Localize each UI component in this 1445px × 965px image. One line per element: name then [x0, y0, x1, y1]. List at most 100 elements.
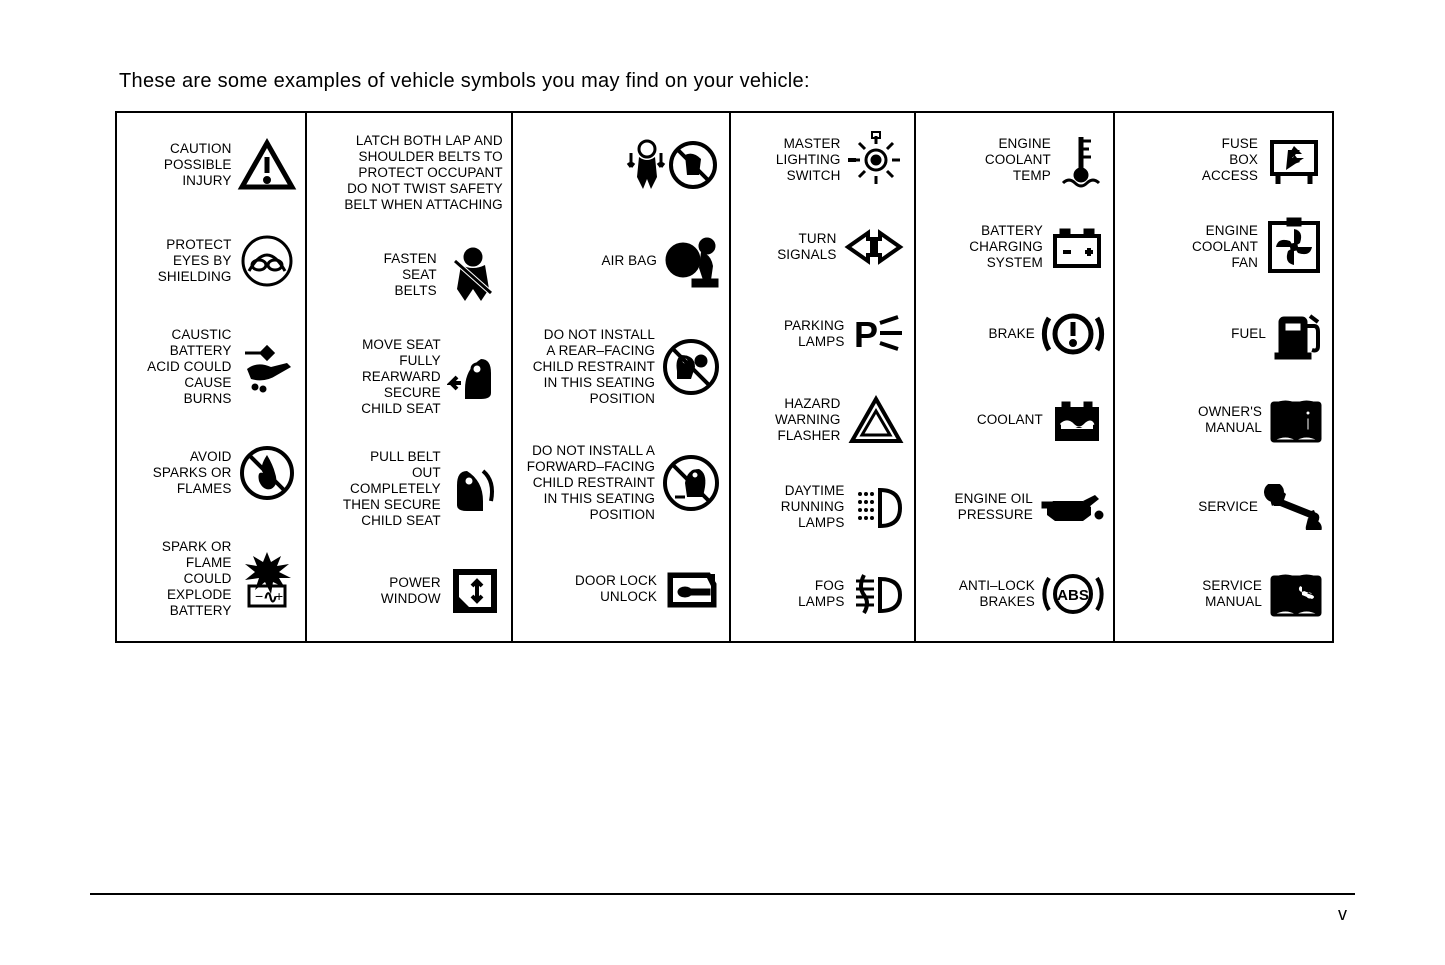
symbol-label: PARKING LAMPS	[784, 318, 844, 350]
intro-text: These are some examples of vehicle symbo…	[119, 70, 1355, 93]
symbol-label: CAUTION POSSIBLE INJURY	[164, 141, 232, 189]
symbol-cell: COOLANT	[916, 388, 1112, 452]
symbol-cell: PULL BELT OUT COMPLETELY THEN SECURE CHI…	[307, 447, 510, 531]
column-3: AIR BAG DO NOT INSTALL A REAR–FACING CHIL…	[513, 113, 731, 641]
acid-hand-icon	[237, 339, 297, 395]
symbol-cell: ANTI–LOCK BRAKES ABS	[916, 562, 1112, 626]
symbol-cell: HAZARD WARNING FLASHER	[731, 388, 914, 452]
brake-icon	[1041, 306, 1105, 362]
no-flame-icon	[237, 443, 297, 503]
symbol-label: ANTI–LOCK BRAKES	[959, 578, 1035, 610]
symbol-cell: BATTERY CHARGING SYSTEM	[916, 215, 1112, 279]
symbol-cell: CAUSTIC BATTERY ACID COULD CAUSE BURNS	[117, 325, 305, 409]
symbol-cell: FOG LAMPS	[731, 562, 914, 626]
power-window-icon	[447, 563, 503, 619]
symbol-cell: MASTER LIGHTING SWITCH	[731, 128, 914, 192]
column-5: ENGINE COOLANT TEMP BATTERY CHARGING SYST…	[916, 113, 1114, 641]
symbol-label: SPARK OR FLAME COULD EXPLODE BATTERY	[162, 539, 232, 619]
symbol-cell: SPARK OR FLAME COULD EXPLODE BATTERY−∿+	[117, 537, 305, 621]
symbol-label: PROTECT EYES BY SHIELDING	[158, 237, 232, 285]
explode-battery-icon: −∿+	[237, 548, 297, 610]
no-rear-child-icon	[661, 337, 721, 397]
symbol-label: HAZARD WARNING FLASHER	[775, 396, 840, 444]
fog-lamps-icon	[850, 569, 906, 619]
symbol-cell	[513, 133, 729, 197]
symbol-label: FUSE BOX ACCESS	[1202, 136, 1258, 184]
parking-lamps-icon: P	[850, 313, 906, 355]
coolant-icon	[1049, 395, 1105, 445]
coolant-temp-icon	[1057, 131, 1105, 189]
symbol-cell: AVOID SPARKS OR FLAMES	[117, 441, 305, 505]
seatbelt-icon	[443, 245, 503, 305]
fan-icon	[1264, 217, 1324, 277]
drl-icon	[850, 480, 906, 534]
symbol-label: FOG LAMPS	[798, 578, 844, 610]
symbol-label: DO NOT INSTALL A REAR–FACING CHILD RESTR…	[533, 327, 655, 407]
symbol-grid: CAUTION POSSIBLE INJURY PROTECT EYES BY S…	[115, 111, 1334, 643]
symbol-cell: PROTECT EYES BY SHIELDING	[117, 229, 305, 293]
svg-text:+: +	[275, 588, 283, 604]
column-2: LATCH BOTH LAP AND SHOULDER BELTS TO PRO…	[307, 113, 512, 641]
latch-twist-icon	[625, 137, 721, 193]
goggles-icon	[237, 231, 297, 291]
symbol-cell: SERVICE MANUAL	[1115, 562, 1332, 626]
symbol-cell: OWNER'S MANUAL	[1115, 388, 1332, 452]
symbol-cell: DAYTIME RUNNING LAMPS	[731, 475, 914, 539]
column-4: MASTER LIGHTING SWITCH TURN SIGNALS PARKIN…	[731, 113, 916, 641]
oil-icon	[1039, 487, 1105, 527]
svg-text:−: −	[255, 588, 263, 604]
manual-page: These are some examples of vehicle symbo…	[0, 0, 1445, 965]
symbol-label: BRAKE	[989, 326, 1035, 342]
symbol-label: TURN SIGNALS	[777, 231, 836, 263]
svg-text:P: P	[854, 314, 878, 355]
symbol-label: DAYTIME RUNNING LAMPS	[781, 483, 845, 531]
symbol-label: COOLANT	[977, 412, 1043, 428]
svg-text:ABS: ABS	[1057, 587, 1089, 604]
symbol-label: AIR BAG	[601, 253, 656, 269]
service-manual-icon	[1268, 567, 1324, 621]
footer-rule	[90, 893, 1355, 895]
symbol-cell: BRAKE	[916, 302, 1112, 366]
symbol-label: OWNER'S MANUAL	[1198, 404, 1262, 436]
symbol-label: AVOID SPARKS OR FLAMES	[153, 449, 232, 497]
page-number: v	[1338, 904, 1347, 925]
symbol-cell: ENGINE COOLANT TEMP	[916, 128, 1112, 192]
symbol-label: MASTER LIGHTING SWITCH	[776, 136, 841, 184]
symbol-label: ENGINE COOLANT TEMP	[985, 136, 1051, 184]
symbol-label: ENGINE COOLANT FAN	[1192, 223, 1258, 271]
symbol-label: BATTERY CHARGING SYSTEM	[969, 223, 1043, 271]
symbol-label: LATCH BOTH LAP AND SHOULDER BELTS TO PRO…	[344, 133, 502, 213]
symbol-label: DO NOT INSTALL A FORWARD–FACING CHILD RE…	[527, 443, 655, 523]
symbol-cell: ENGINE COOLANT FAN	[1115, 215, 1332, 279]
battery-icon	[1049, 222, 1105, 272]
symbol-label: PULL BELT OUT COMPLETELY THEN SECURE CHI…	[343, 449, 441, 529]
master-light-icon	[846, 130, 906, 190]
symbol-label: FASTEN SEAT BELTS	[384, 251, 437, 299]
fuel-icon	[1272, 306, 1324, 362]
symbol-cell: DOOR LOCK UNLOCK	[513, 557, 729, 621]
child-seat-rear-icon	[447, 349, 503, 405]
manual-icon	[1268, 393, 1324, 447]
wrench-icon	[1264, 484, 1324, 530]
symbol-label: POWER WINDOW	[381, 575, 441, 607]
symbol-label: CAUSTIC BATTERY ACID COULD CAUSE BURNS	[147, 327, 231, 407]
symbol-cell: DO NOT INSTALL A FORWARD–FACING CHILD RE…	[513, 441, 729, 525]
symbol-cell: SERVICE	[1115, 475, 1332, 539]
symbol-cell: TURN SIGNALS	[731, 215, 914, 279]
fuse-box-icon	[1264, 132, 1324, 188]
symbol-cell: ENGINE OIL PRESSURE	[916, 475, 1112, 539]
no-fwd-child-icon	[661, 453, 721, 513]
symbol-label: FUEL	[1231, 326, 1266, 342]
symbol-label: MOVE SEAT FULLY REARWARD SECURE CHILD SE…	[361, 337, 441, 417]
symbol-label: ENGINE OIL PRESSURE	[955, 491, 1033, 523]
symbol-cell: DO NOT INSTALL A REAR–FACING CHILD RESTR…	[513, 325, 729, 409]
symbol-cell: FUEL	[1115, 302, 1332, 366]
column-6: FUSE BOX ACCESS ENGINE COOLANT FAN FUEL OWN…	[1115, 113, 1332, 641]
turn-signals-icon	[842, 225, 906, 269]
symbol-cell: CAUTION POSSIBLE INJURY	[117, 133, 305, 197]
symbol-cell: FUSE BOX ACCESS	[1115, 128, 1332, 192]
symbol-cell: FASTEN SEAT BELTS	[307, 243, 510, 307]
symbol-cell: MOVE SEAT FULLY REARWARD SECURE CHILD SE…	[307, 335, 510, 419]
hazard-icon	[846, 393, 906, 447]
door-lock-icon	[663, 564, 721, 614]
